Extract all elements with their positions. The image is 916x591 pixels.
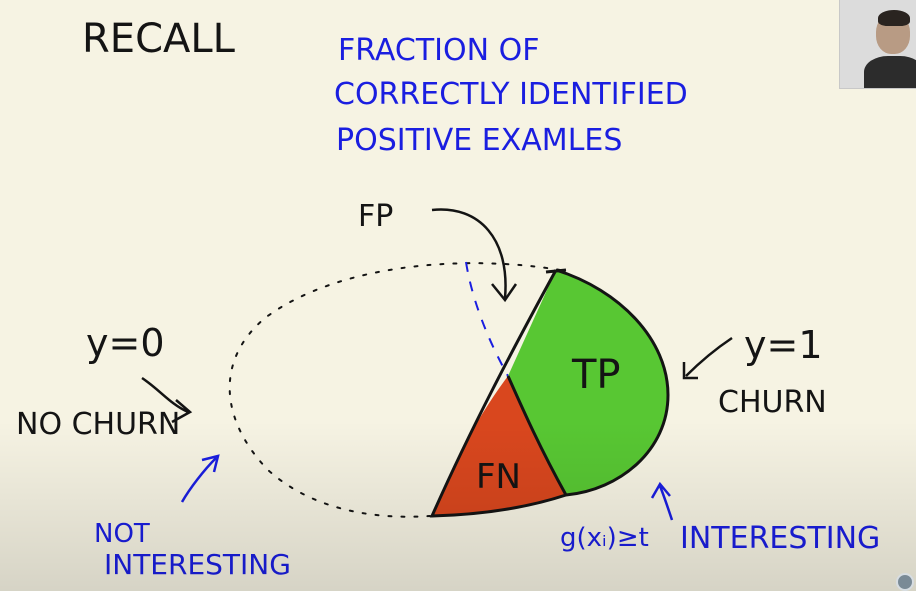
fn-region <box>432 376 566 516</box>
interesting-arrow <box>650 481 674 521</box>
label-tp: TP <box>571 352 621 398</box>
all-examples-dotted-outline <box>228 262 561 518</box>
label-not: NOT <box>94 519 150 549</box>
tp-fn-divider <box>506 375 568 496</box>
player-control-icon[interactable] <box>896 573 914 591</box>
definition-line-2: CORRECTLY IDENTIFIED <box>334 77 688 112</box>
definition-line-1: FRACTION OF <box>338 33 539 68</box>
label-interesting: INTERESTING <box>680 521 880 556</box>
label-not-interesting: INTERESTING <box>104 548 291 581</box>
presenter-body <box>864 56 916 88</box>
churn-arrow <box>682 336 733 380</box>
label-fp: FP <box>358 199 393 234</box>
webcam-overlay <box>839 0 916 89</box>
fp-arrowhead <box>491 283 518 303</box>
title-recall: RECALL <box>82 16 236 62</box>
label-no-churn: NO CHURN <box>16 407 180 442</box>
label-y0: y=0 <box>86 321 165 365</box>
label-churn: CHURN <box>718 385 827 420</box>
blue-dashed-boundary <box>465 261 509 377</box>
label-y1: y=1 <box>744 323 823 367</box>
presenter-hair <box>878 10 910 26</box>
no-churn-arrow <box>141 376 193 424</box>
label-fn: FN <box>476 457 521 497</box>
top-tick <box>545 268 567 274</box>
tp-region <box>508 270 668 495</box>
definition-line-3: POSITIVE EXAMLES <box>336 123 622 158</box>
not-interesting-arrow <box>180 454 220 503</box>
label-threshold: g(xᵢ)≥t <box>560 523 649 553</box>
fp-arrow <box>431 208 507 299</box>
